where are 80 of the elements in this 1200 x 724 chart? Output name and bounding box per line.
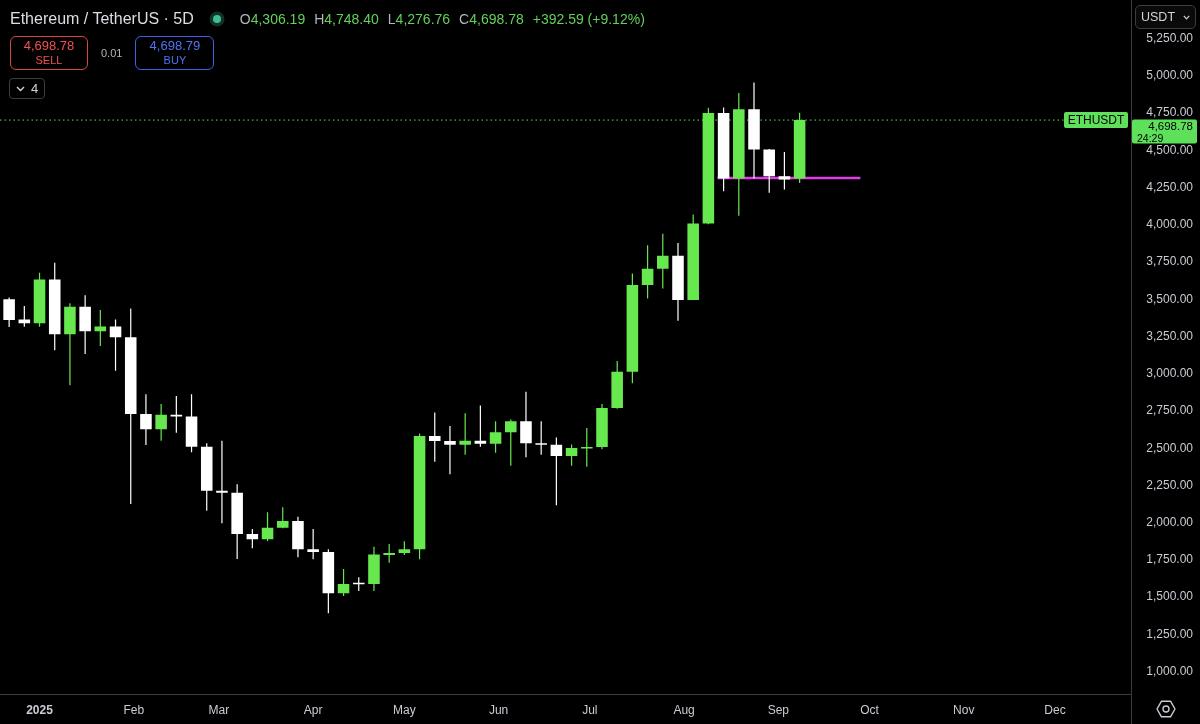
candlestick [307, 528, 319, 560]
candlestick [398, 541, 411, 555]
candlestick [459, 413, 471, 455]
annotation: H4,748.40 [314, 11, 379, 27]
candlestick [140, 394, 152, 445]
candlestick [64, 303, 76, 386]
annotation: 4,698.79 [149, 38, 201, 53]
candlestick [231, 484, 243, 559]
candlestick [276, 507, 289, 529]
candlestick [611, 361, 623, 409]
text: Ethereum / TetherUS · 5D [10, 9, 194, 29]
candlestick [155, 404, 167, 441]
candlestick [3, 297, 15, 328]
y-tick-label: 1,500.00 [1146, 589, 1194, 604]
candlestick [368, 546, 380, 591]
candlestick [763, 148, 775, 193]
text: 24:29 [1137, 131, 1164, 144]
annotation: SELL [35, 53, 63, 67]
candlestick [48, 262, 61, 351]
x-tick-label: Apr [303, 703, 323, 717]
y-tick-label: 4,000.00 [1146, 217, 1194, 232]
x-tick-label: 2025 [26, 703, 54, 717]
candlestick [596, 404, 608, 450]
dropdown-button: USDT [1135, 5, 1196, 29]
y-tick-label: 4,250.00 [1146, 179, 1194, 194]
candlestick [748, 82, 760, 179]
candlestick [535, 421, 547, 455]
ref-line-label: ETHUSDT [1067, 113, 1125, 128]
annotation: C4,698.78 [459, 11, 524, 27]
candlestick [672, 242, 684, 321]
candlestick [733, 92, 745, 216]
y-tick-label: 5,250.00 [1146, 30, 1194, 45]
x-tick-label: Aug [673, 703, 695, 717]
sell-button: 4,698.78 SELL [10, 36, 88, 70]
y-tick-label: 2,000.00 [1146, 514, 1194, 529]
x-tick-label: Oct [860, 703, 880, 717]
candlestick [200, 443, 213, 511]
text: 4,698.78 [1148, 120, 1193, 133]
buy-button: 4,698.79 BUY [135, 36, 215, 70]
candlestick [581, 428, 593, 467]
annotation: 0.01 [101, 47, 123, 59]
candlestick [687, 214, 699, 301]
toggle-button: 4 [9, 78, 46, 99]
y-tick-label: 1,750.00 [1146, 552, 1194, 567]
x-tick-label: Nov [953, 703, 975, 717]
annotation: BUY [163, 53, 187, 67]
y-tick-label: 3,500.00 [1146, 291, 1194, 306]
annotation: 4 [31, 81, 39, 96]
annotation: +392.59 (+9.12%) [532, 10, 645, 29]
x-tick-label: May [393, 703, 416, 717]
x-tick-label: Jul [582, 703, 598, 717]
candlestick [124, 308, 137, 504]
candlestick [428, 412, 441, 462]
y-tick-label: 2,250.00 [1146, 477, 1194, 492]
annotation: O4,306.19 [239, 11, 306, 27]
x-tick-label: Dec [1044, 703, 1066, 717]
candlestick [489, 421, 502, 453]
y-tick-label: 1,250.00 [1146, 626, 1194, 641]
x-tick-label: Feb [123, 703, 145, 717]
y-tick-label: 5,000.00 [1146, 68, 1194, 83]
y-tick-label: 3,750.00 [1146, 254, 1194, 269]
y-tick-label: 3,000.00 [1146, 366, 1194, 381]
annotation: 4,698.78 [23, 38, 75, 53]
x-tick-label: Sep [767, 703, 790, 717]
x-tick-label: Jun [488, 703, 509, 717]
candlestick [292, 516, 304, 558]
candlestick [79, 295, 91, 354]
y-tick-label: 2,500.00 [1146, 440, 1194, 455]
annotation: L4,276.76 [387, 11, 451, 27]
y-tick-label: 4,500.00 [1146, 142, 1194, 157]
candlestick [444, 426, 456, 475]
y-tick-label: 4,750.00 [1146, 105, 1194, 120]
candlestick [216, 440, 228, 524]
candlestick [505, 419, 517, 466]
y-tick-label: 3,250.00 [1146, 328, 1194, 343]
candlestick [657, 233, 669, 289]
y-tick-label: 1,000.00 [1146, 663, 1194, 678]
candlestick [520, 391, 532, 458]
y-tick-label: 2,750.00 [1146, 403, 1194, 418]
x-tick-label: Mar [208, 703, 230, 717]
